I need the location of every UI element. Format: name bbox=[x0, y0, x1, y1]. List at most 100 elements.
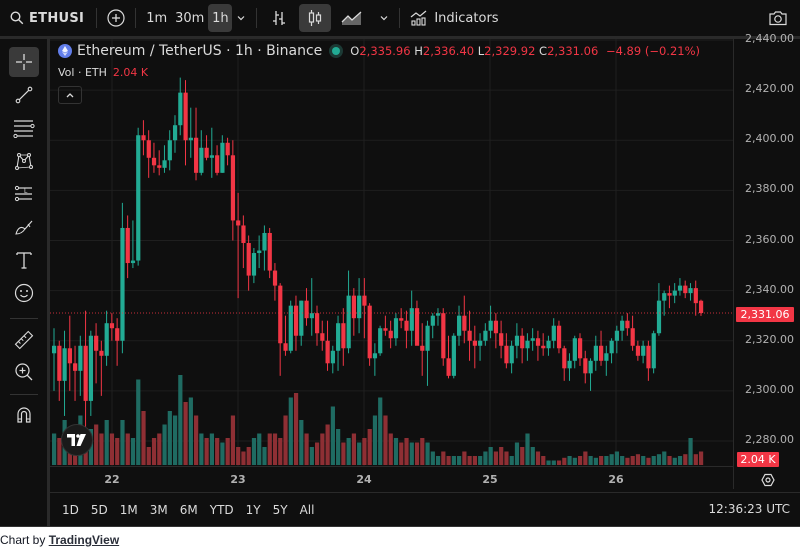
range-6m-button[interactable]: 6M bbox=[179, 502, 198, 517]
tradingview-link[interactable]: TradingView bbox=[48, 533, 120, 547]
search-icon bbox=[10, 11, 24, 25]
magnet-icon bbox=[17, 407, 31, 423]
interval-dropdown-button[interactable] bbox=[232, 4, 250, 32]
time-axis[interactable]: 22 23 24 25 26 bbox=[50, 466, 733, 492]
price-axis-label: 2,380.00 bbox=[745, 182, 794, 196]
interval-label: 1m bbox=[146, 10, 168, 26]
long-position-icon: L bbox=[14, 185, 32, 202]
top-toolbar: ETHUSI 1m 30m 1h Indicators bbox=[0, 0, 800, 39]
camera-icon bbox=[769, 11, 787, 26]
trendline-tool[interactable] bbox=[9, 80, 39, 110]
compare-symbol-button[interactable] bbox=[103, 4, 129, 32]
ethereum-logo-icon bbox=[58, 44, 72, 58]
trendline-icon bbox=[15, 86, 33, 104]
close-label: C bbox=[539, 44, 548, 58]
price-axis-label: 2,420.00 bbox=[745, 82, 794, 96]
brush-icon bbox=[15, 220, 33, 235]
crosshair-tool[interactable] bbox=[9, 47, 39, 77]
high-label: H bbox=[414, 44, 423, 58]
position-tool[interactable]: L bbox=[9, 179, 39, 209]
time-axis-label: 26 bbox=[608, 473, 624, 486]
emoji-tool[interactable] bbox=[9, 278, 39, 308]
close-value: 2,331.06 bbox=[547, 44, 599, 58]
chart-legend: Ethereum / TetherUS · 1h · Binance O2,33… bbox=[58, 43, 700, 59]
add-compare-icon bbox=[107, 9, 125, 27]
text-tool[interactable] bbox=[9, 245, 39, 275]
indicators-button[interactable]: Indicators bbox=[406, 4, 502, 32]
smiley-icon bbox=[14, 283, 34, 303]
area-chart-button[interactable] bbox=[335, 4, 369, 32]
price-axis-label: 2,400.00 bbox=[745, 132, 794, 146]
chevron-up-icon bbox=[66, 93, 74, 98]
divider bbox=[96, 8, 98, 28]
price-axis-label: 2,440.00 bbox=[745, 32, 794, 45]
xabcd-pattern-icon bbox=[15, 153, 33, 170]
interval-30m[interactable]: 30m bbox=[171, 4, 208, 32]
high-value: 2,336.40 bbox=[422, 44, 475, 58]
open-label: O bbox=[350, 44, 360, 58]
low-value: 2,329.92 bbox=[484, 44, 536, 58]
utc-clock[interactable]: 12:36:23 UTC bbox=[708, 502, 791, 516]
indicators-icon bbox=[410, 10, 427, 26]
range-5d-button[interactable]: 5D bbox=[90, 502, 108, 517]
bar-chart-button[interactable] bbox=[263, 4, 295, 32]
candles-chart-button[interactable] bbox=[299, 4, 332, 32]
price-axis-label: 2,360.00 bbox=[745, 232, 794, 246]
pattern-tool[interactable] bbox=[9, 146, 39, 176]
change-value: −4.89 (−0.21%) bbox=[605, 44, 700, 58]
range-3m-button[interactable]: 3M bbox=[149, 502, 168, 517]
volume-value: 2.04 K bbox=[112, 66, 149, 79]
attribution: Chart by TradingView bbox=[0, 533, 119, 547]
settings-hexagon-icon bbox=[761, 473, 775, 487]
volume-label[interactable]: Vol · ETH bbox=[58, 66, 107, 79]
last-price-tag: 2,331.06 bbox=[736, 307, 794, 322]
interval-1m[interactable]: 1m bbox=[142, 4, 171, 32]
tradingview-logo[interactable] bbox=[61, 424, 93, 456]
chart-widget: ETHUSI 1m 30m 1h Indicators bbox=[0, 0, 800, 527]
low-label: L bbox=[477, 44, 485, 58]
zoom-tool[interactable] bbox=[9, 357, 39, 387]
svg-text:L: L bbox=[24, 188, 28, 195]
toolbar-divider bbox=[10, 318, 38, 319]
area-chart-icon bbox=[341, 11, 362, 25]
collapse-legend-button[interactable] bbox=[58, 86, 82, 104]
range-1y-button[interactable]: 1Y bbox=[245, 502, 261, 517]
candlestick-icon bbox=[309, 10, 322, 26]
fib-tool[interactable] bbox=[9, 113, 39, 143]
range-1m-button[interactable]: 1M bbox=[119, 502, 138, 517]
ruler-icon bbox=[14, 330, 34, 350]
range-all-button[interactable]: All bbox=[299, 502, 315, 517]
magnet-tool[interactable] bbox=[9, 400, 39, 430]
screenshot-button[interactable] bbox=[764, 4, 792, 32]
price-axis[interactable]: 2,440.00 2,420.00 2,400.00 2,380.00 2,360.00… bbox=[733, 32, 800, 489]
date-range-bar: 1D 5D 1M 3M 6M YTD 1Y 5Y All 12:36:23 UT… bbox=[50, 492, 800, 526]
chevron-down-icon bbox=[237, 16, 245, 21]
chevron-down-icon bbox=[380, 16, 388, 21]
range-5y-button[interactable]: 5Y bbox=[272, 502, 288, 517]
last-volume-tag: 2.04 K bbox=[737, 452, 779, 467]
bar-chart-icon bbox=[273, 11, 286, 25]
fib-retracement-icon bbox=[13, 120, 35, 138]
time-axis-label: 23 bbox=[230, 473, 246, 486]
open-value: 2,335.96 bbox=[359, 44, 411, 58]
price-axis-label: 2,300.00 bbox=[745, 382, 794, 396]
indicators-label: Indicators bbox=[434, 10, 499, 26]
price-chart-canvas[interactable] bbox=[50, 39, 733, 466]
range-1d-button[interactable]: 1D bbox=[62, 502, 79, 517]
price-axis-label: 2,280.00 bbox=[745, 433, 794, 446]
symbol-title[interactable]: Ethereum / TetherUS · 1h · Binance bbox=[77, 43, 323, 59]
measure-tool[interactable] bbox=[9, 325, 39, 355]
chart-type-dropdown-button[interactable] bbox=[375, 4, 393, 32]
ohlc-values: O2,335.96 H2,336.40 L2,329.92 C2,331.06 … bbox=[350, 44, 700, 58]
time-axis-label: 24 bbox=[356, 473, 372, 486]
symbol-search-button[interactable]: ETHUSI bbox=[6, 4, 88, 32]
price-axis-label: 2,340.00 bbox=[745, 282, 794, 296]
chart-settings-button[interactable] bbox=[761, 472, 775, 491]
interval-label: 30m bbox=[175, 10, 205, 26]
text-icon bbox=[16, 252, 32, 269]
range-ytd-button[interactable]: YTD bbox=[209, 502, 234, 517]
brush-tool[interactable] bbox=[9, 212, 39, 242]
toolbar-divider bbox=[10, 394, 38, 395]
interval-1h[interactable]: 1h bbox=[208, 4, 233, 32]
attribution-prefix: Chart by bbox=[0, 533, 49, 547]
